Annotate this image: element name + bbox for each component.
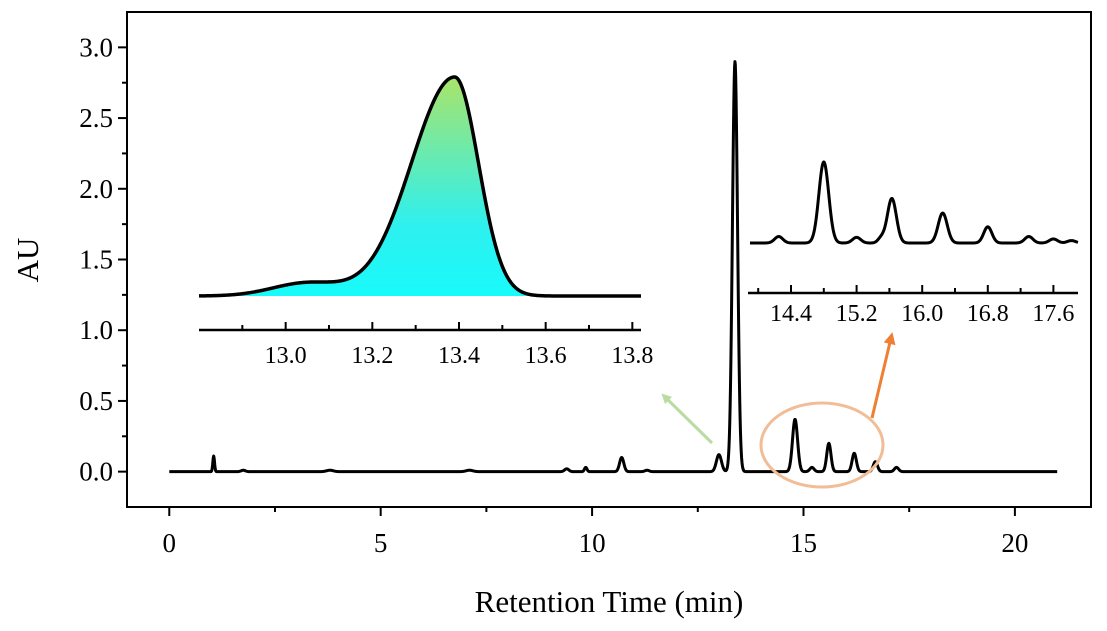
inset-minor-peaks-tick-label: 14.4 <box>770 301 812 327</box>
inset-main-peak-ticks: 13.0 13.2 13.4 13.6 13.8 <box>241 322 653 369</box>
x-tick-label: 10 <box>579 528 606 558</box>
y-axis-title: AU <box>10 238 45 283</box>
inset-main-peak-line <box>197 75 643 298</box>
inset-minor-peaks: 14.4 15.2 16.0 16.8 17.6 <box>748 160 1079 327</box>
highlight-ellipse <box>759 401 885 489</box>
inset-main-peak-tick-label: 13.6 <box>525 343 567 369</box>
inset-main-peak-tick-label: 13.0 <box>265 343 307 369</box>
inset-minor-peaks-tick-label: 16.8 <box>967 301 1009 327</box>
x-tick-label: 5 <box>374 528 388 558</box>
inset-main-peak-tick-label: 13.4 <box>438 343 480 369</box>
inset-minor-peaks-line <box>749 160 1079 245</box>
y-tick-label: 0.5 <box>79 386 113 416</box>
inset-main-peak-tick-label: 13.2 <box>351 343 393 369</box>
x-axis: 0 5 10 15 20 <box>163 507 1028 558</box>
orange-arrow <box>870 332 896 419</box>
inset-main-peak-tick-label: 13.8 <box>611 343 653 369</box>
y-tick-label: 2.5 <box>79 103 113 133</box>
y-tick-label: 1.0 <box>79 315 113 345</box>
x-tick-label: 15 <box>790 528 817 558</box>
chromatogram-line <box>168 60 1059 474</box>
inset-minor-peaks-tick-label: 15.2 <box>836 301 878 327</box>
x-tick-label: 20 <box>1001 528 1028 558</box>
inset-minor-peaks-ticks: 14.4 15.2 16.0 16.8 17.6 <box>757 285 1074 327</box>
inset-minor-peaks-tick-label: 16.0 <box>901 301 943 327</box>
x-tick-label: 0 <box>163 528 177 558</box>
green-arrow <box>661 393 714 445</box>
inset-minor-peaks-tick-label: 17.6 <box>1032 301 1074 327</box>
inset-main-peak: 13.0 13.2 13.4 13.6 13.8 <box>197 75 653 369</box>
y-tick-label: 1.5 <box>79 245 113 275</box>
x-axis-title: Retention Time (min) <box>475 584 744 619</box>
inset-main-peak-area <box>199 77 641 296</box>
plot-frame <box>126 11 1092 508</box>
y-axis: 0.0 0.5 1.0 1.5 2.0 2.5 3.0 <box>79 32 127 487</box>
y-tick-label: 3.0 <box>79 32 113 62</box>
y-tick-label: 2.0 <box>79 174 113 204</box>
y-tick-label: 0.0 <box>79 457 113 487</box>
